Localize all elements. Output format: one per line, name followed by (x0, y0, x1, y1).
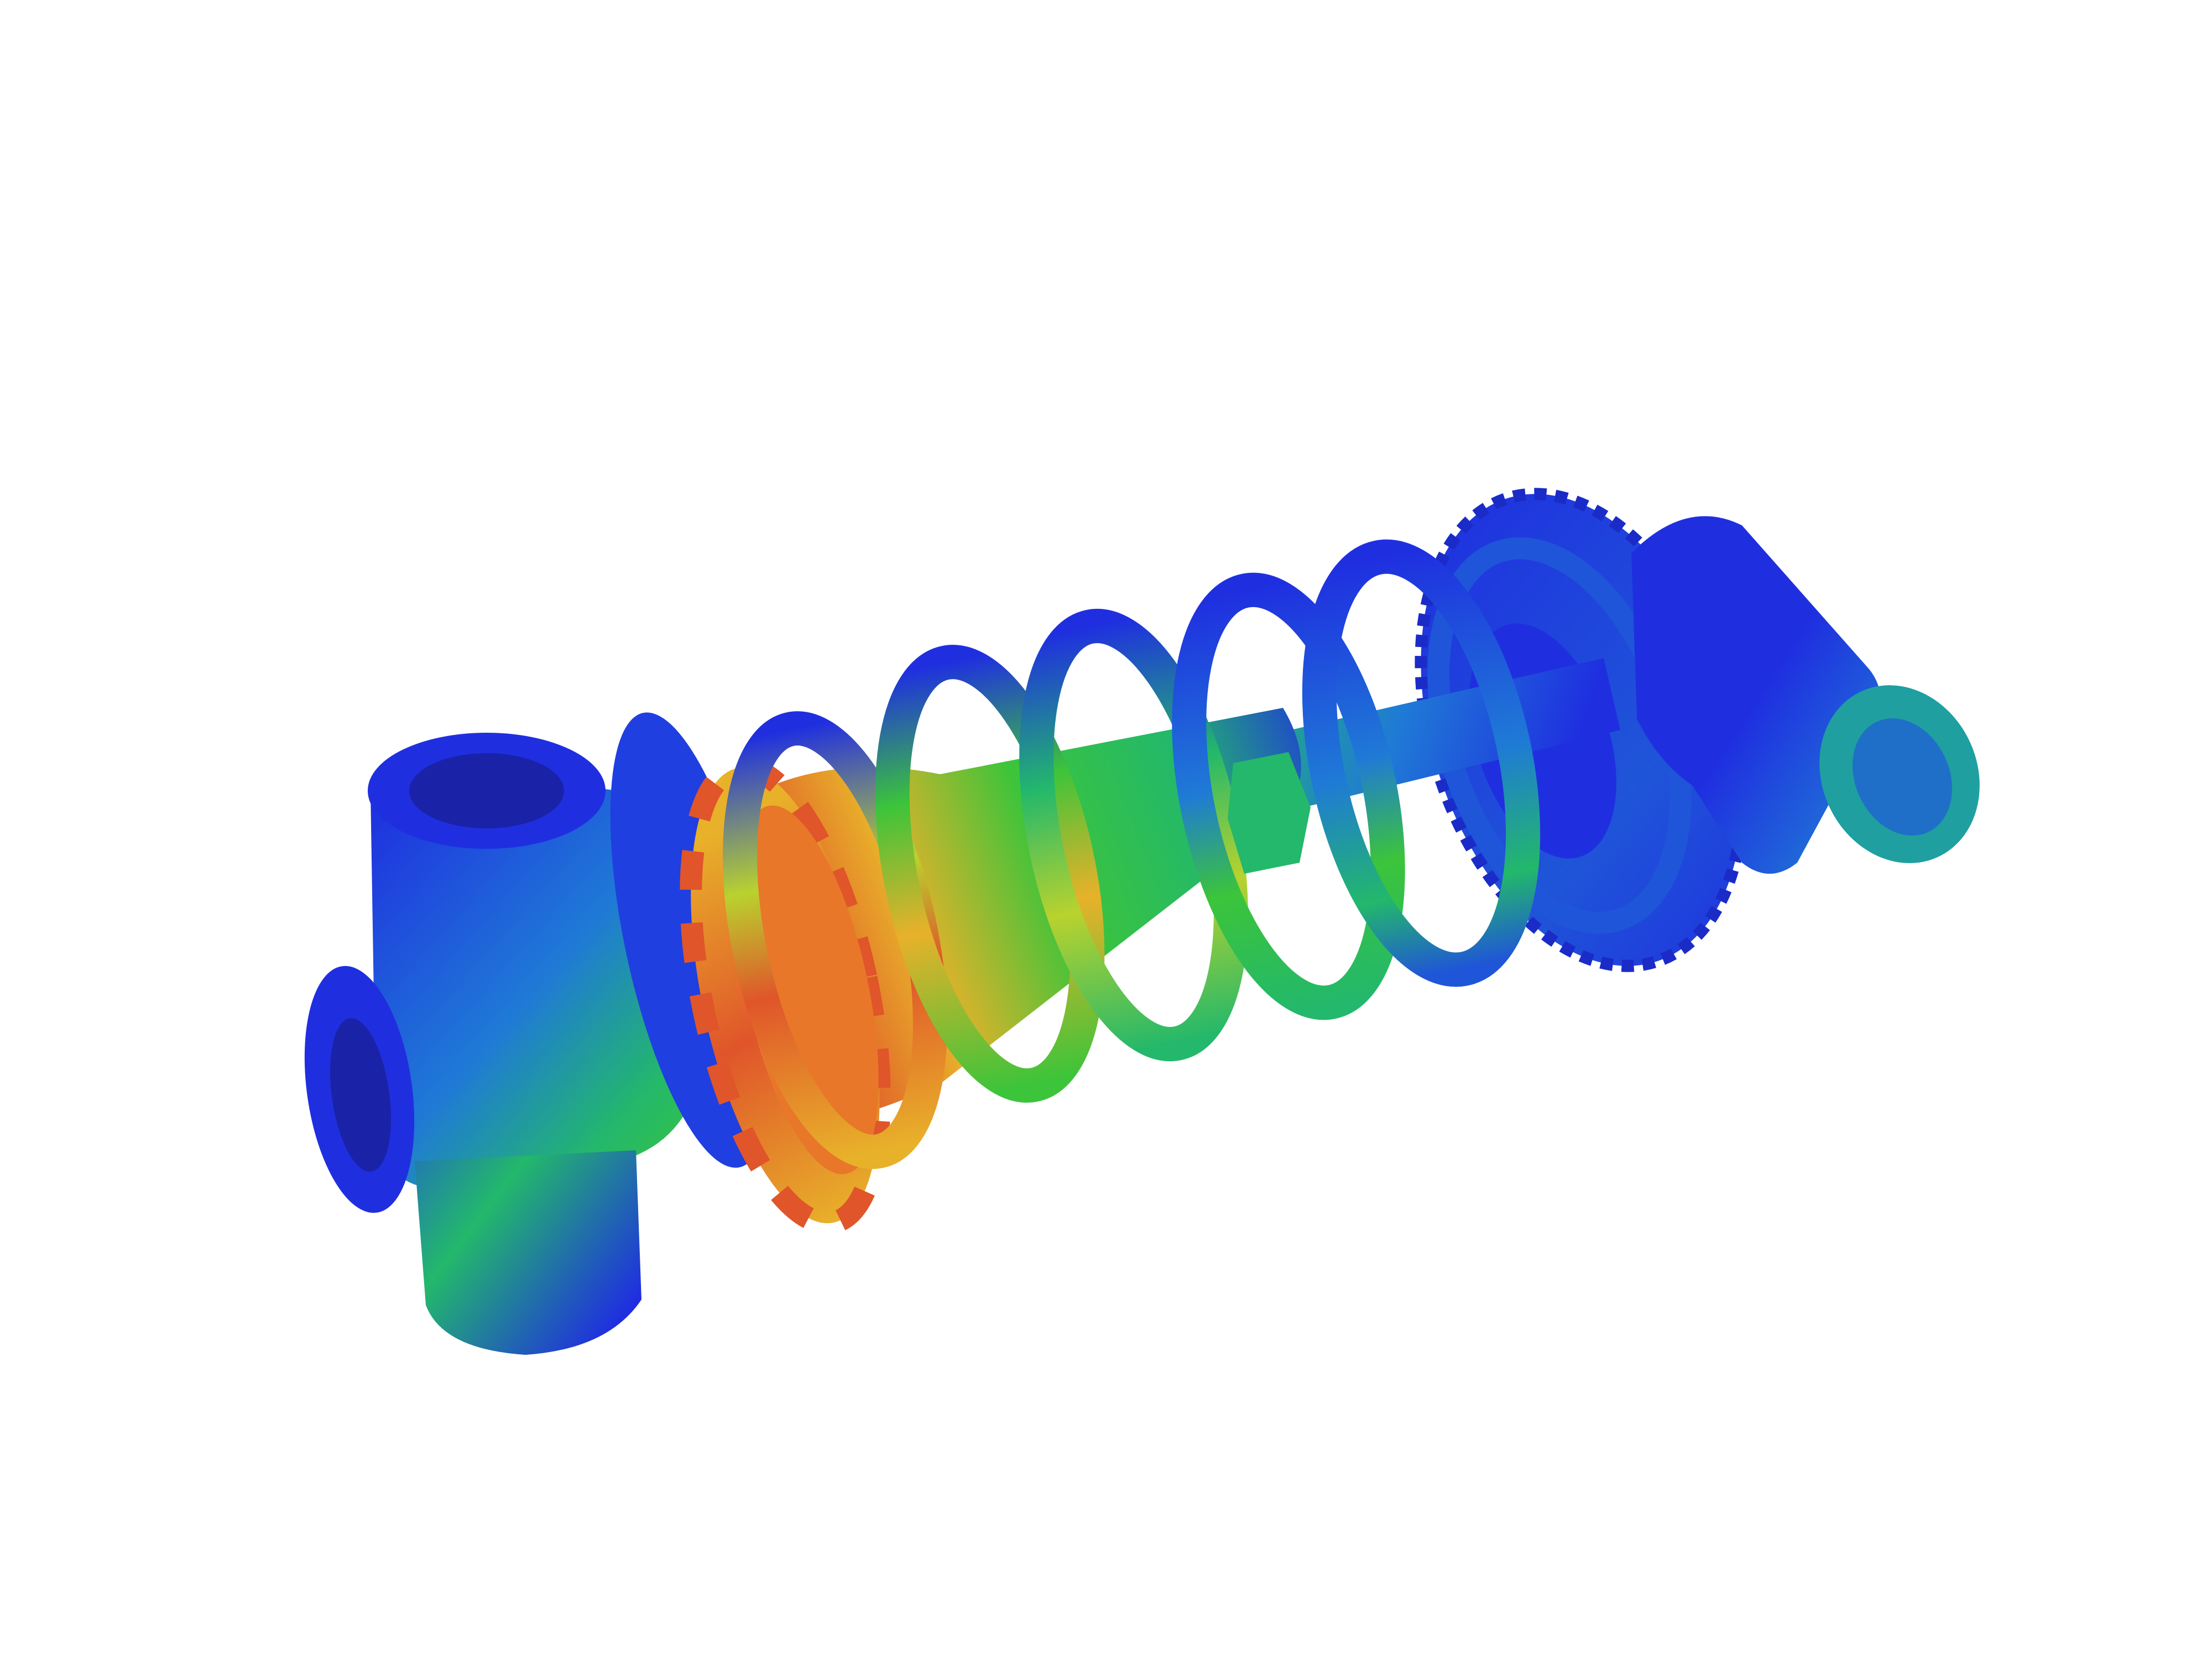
coil-spring (723, 539, 1541, 1169)
hex-nut (1228, 752, 1311, 874)
elbow-fitting (1631, 516, 1880, 874)
top-port-bore (409, 753, 564, 828)
side-port-bore (330, 1018, 392, 1172)
elbow-outlet-bore (1853, 718, 1952, 836)
bottom-leg (415, 1150, 641, 1355)
spring-coil (1019, 608, 1248, 1062)
spring-coil (1302, 539, 1541, 987)
spring-coil (1172, 572, 1405, 1020)
gear-face (736, 805, 879, 1175)
spring-coil (875, 645, 1105, 1103)
